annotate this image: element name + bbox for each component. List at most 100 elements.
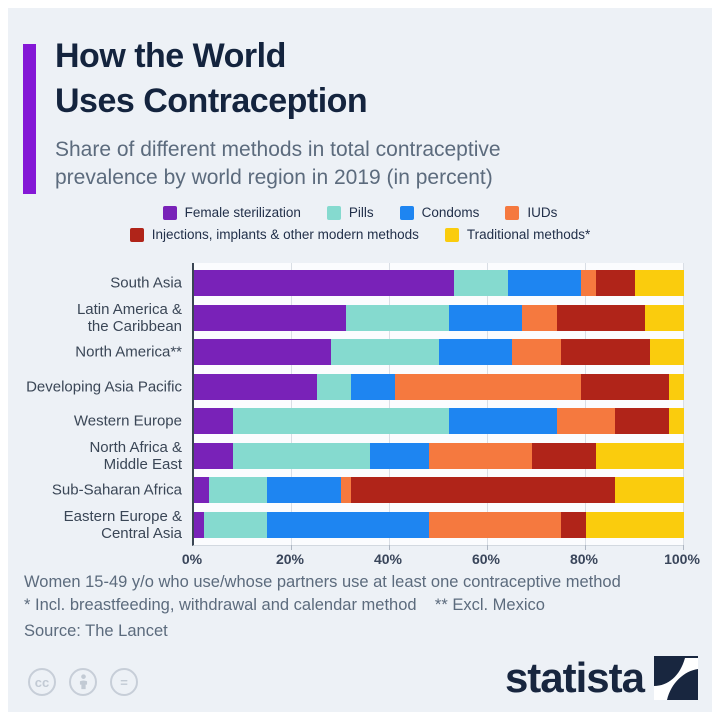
bar-segment-condoms xyxy=(370,442,430,469)
bar-segment-condoms xyxy=(267,511,430,538)
cc-badges: cc = xyxy=(28,668,138,696)
gridline-100 xyxy=(683,263,684,545)
bar-segment-traditional-methods xyxy=(669,408,684,434)
legend-item-female-sterilization: Female sterilization xyxy=(162,205,301,220)
bar-segment-female-sterilization xyxy=(194,373,317,400)
bar-segment-condoms xyxy=(267,477,341,503)
bar-segment-female-sterilization xyxy=(194,304,346,331)
cc-attribution-icon[interactable] xyxy=(69,668,97,696)
axis-tick-60 xyxy=(487,545,488,550)
statista-logo-mark xyxy=(654,656,698,700)
legend: Female sterilization Pills Condoms IUDs Inj… xyxy=(8,205,712,242)
legend-item-iuds: IUDs xyxy=(505,205,557,220)
bar-row-north-africa-middle-east xyxy=(194,442,684,469)
x-tick-label-40: 40% xyxy=(373,551,403,567)
legend-label: IUDs xyxy=(527,205,558,220)
person-icon xyxy=(79,674,87,690)
gridline-40 xyxy=(389,263,390,545)
bar-segment-condoms xyxy=(350,373,395,400)
gridline-20 xyxy=(291,263,292,545)
bar-row-developing-asia-pacific xyxy=(194,373,684,400)
bar-segment-injections-implants-other-modern-methods xyxy=(561,339,650,365)
footer-description: Women 15-49 y/o who use/whose partners u… xyxy=(24,573,621,591)
bar-segment-condoms xyxy=(448,304,523,331)
bar-segment-female-sterilization xyxy=(194,408,234,434)
plot-area xyxy=(192,263,684,550)
bar-row-south-asia xyxy=(194,270,684,296)
legend-swatch-condoms xyxy=(399,205,414,220)
bar-segment-condoms xyxy=(438,339,513,365)
bar-segment-female-sterilization xyxy=(194,339,332,365)
legend-row-1: Female sterilization Pills Condoms IUDs xyxy=(162,205,557,220)
bar-segment-iuds xyxy=(556,408,616,434)
bar-row-north-america xyxy=(194,339,684,365)
subtitle: Share of different methods in total cont… xyxy=(55,138,501,189)
legend-label: Injections, implants & other modern meth… xyxy=(151,227,419,242)
bar-segment-traditional-methods xyxy=(615,477,684,503)
footer-footnotes: * Incl. breastfeeding, withdrawal and ca… xyxy=(24,596,545,614)
legend-swatch-injections-implants-other-modern-methods xyxy=(129,227,144,242)
bar-segment-iuds xyxy=(522,304,557,331)
legend-label: Traditional methods* xyxy=(466,227,591,242)
bar-segment-pills xyxy=(233,408,449,434)
bar-segment-traditional-methods xyxy=(595,442,684,469)
category-label-latin-america-the-caribbean: Latin America & the Caribbean xyxy=(76,300,182,335)
bar-segment-condoms xyxy=(448,408,557,434)
bar-segment-traditional-methods xyxy=(634,270,684,296)
legend-item-condoms: Condoms xyxy=(399,205,479,220)
gridline-60 xyxy=(487,263,488,545)
bar-segment-iuds xyxy=(429,511,562,538)
legend-swatch-traditional-methods xyxy=(444,227,459,242)
axis-tick-100 xyxy=(683,545,684,550)
legend-swatch-iuds xyxy=(505,205,520,220)
category-label-sub-saharan-africa: Sub-Saharan Africa xyxy=(51,481,182,499)
legend-swatch-pills xyxy=(326,205,341,220)
x-axis: 0% 20% 40% 60% 80% 100% xyxy=(182,551,700,571)
bar-segment-traditional-methods xyxy=(585,511,684,538)
statista-wordmark: statista xyxy=(504,654,645,701)
x-tick-label-20: 20% xyxy=(275,551,305,567)
x-tick-label-60: 60% xyxy=(471,551,501,567)
legend-swatch-female-sterilization xyxy=(162,205,177,220)
axis-tick-40 xyxy=(389,545,390,550)
bar-segment-pills xyxy=(331,339,439,365)
bar-segment-pills xyxy=(316,373,351,400)
bar-segment-female-sterilization xyxy=(194,477,209,503)
legend-label: Female sterilization xyxy=(184,205,301,220)
bar-segment-female-sterilization xyxy=(194,442,234,469)
bar-segment-injections-implants-other-modern-methods xyxy=(581,373,670,400)
category-label-western-europe: Western Europe xyxy=(73,412,182,430)
bar-segment-iuds xyxy=(512,339,562,365)
statista-logo[interactable]: statista xyxy=(505,656,698,700)
bar-row-sub-saharan-africa xyxy=(194,477,684,503)
x-tick-label-0: 0% xyxy=(181,551,203,567)
infographic-card: How the World Uses Contraception Share o… xyxy=(8,8,712,712)
bar-segment-injections-implants-other-modern-methods xyxy=(350,477,616,503)
page-title: How the World Uses Contraception xyxy=(55,37,368,120)
bar-segment-iuds xyxy=(394,373,582,400)
bar-segment-traditional-methods xyxy=(649,339,684,365)
bar-segment-iuds xyxy=(429,442,533,469)
cc-license-icon[interactable]: cc xyxy=(28,668,56,696)
bar-segment-condoms xyxy=(507,270,582,296)
source-note: Source: The Lancet xyxy=(24,622,168,640)
category-label-south-asia: South Asia xyxy=(110,274,182,292)
footer-notes: Women 15-49 y/o who use/whose partners u… xyxy=(24,574,700,646)
legend-item-traditional-methods: Traditional methods* xyxy=(444,227,591,242)
legend-item-pills: Pills xyxy=(326,205,374,220)
bar-segment-pills xyxy=(345,304,449,331)
bar-segment-iuds xyxy=(581,270,596,296)
bar-segment-injections-implants-other-modern-methods xyxy=(556,304,645,331)
bar-segment-traditional-methods xyxy=(669,373,684,400)
bar-row-western-europe xyxy=(194,408,684,434)
bar-row-eastern-europe-central-asia xyxy=(194,511,684,538)
legend-label: Pills xyxy=(348,205,374,220)
category-label-eastern-europe-central-asia: Eastern Europe & Central Asia xyxy=(63,507,182,542)
title-accent-bar xyxy=(23,44,36,194)
bar-row-latin-america-the-caribbean xyxy=(194,304,684,331)
category-labels: South Asia Latin America & the Caribbean N… xyxy=(8,263,182,545)
bar-segment-pills xyxy=(208,477,268,503)
bar-segment-female-sterilization xyxy=(194,511,204,538)
cc-nd-icon[interactable]: = xyxy=(110,668,138,696)
gridline-80 xyxy=(585,263,586,545)
